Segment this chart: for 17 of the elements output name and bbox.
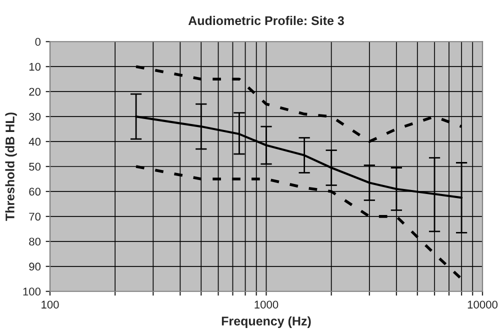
y-tick-label: 0 xyxy=(35,38,41,46)
x-tick-label: 100 xyxy=(42,300,59,309)
chart-title: Audiometric Profile: Site 3 xyxy=(188,16,344,26)
y-tick-label: 70 xyxy=(29,212,41,221)
y-tick-label: 40 xyxy=(28,138,41,146)
y-tick-label: 80 xyxy=(29,238,41,246)
y-tick-label: 90 xyxy=(29,262,41,271)
y-tick-label: 30 xyxy=(29,112,41,121)
y-tick-label: 10 xyxy=(29,62,41,71)
x-axis-title: Frequency (Hz) xyxy=(222,316,311,328)
x-tick-label: 1000 xyxy=(254,300,278,309)
x-tick-label: 10000 xyxy=(468,300,498,309)
y-tick-label: 100 xyxy=(23,288,41,296)
y-tick-label: 60 xyxy=(29,188,41,196)
y-tick-label: 20 xyxy=(29,88,41,96)
y-tick-label: 50 xyxy=(29,162,41,171)
y-axis-title: Threshold (dB HL) xyxy=(5,112,17,221)
